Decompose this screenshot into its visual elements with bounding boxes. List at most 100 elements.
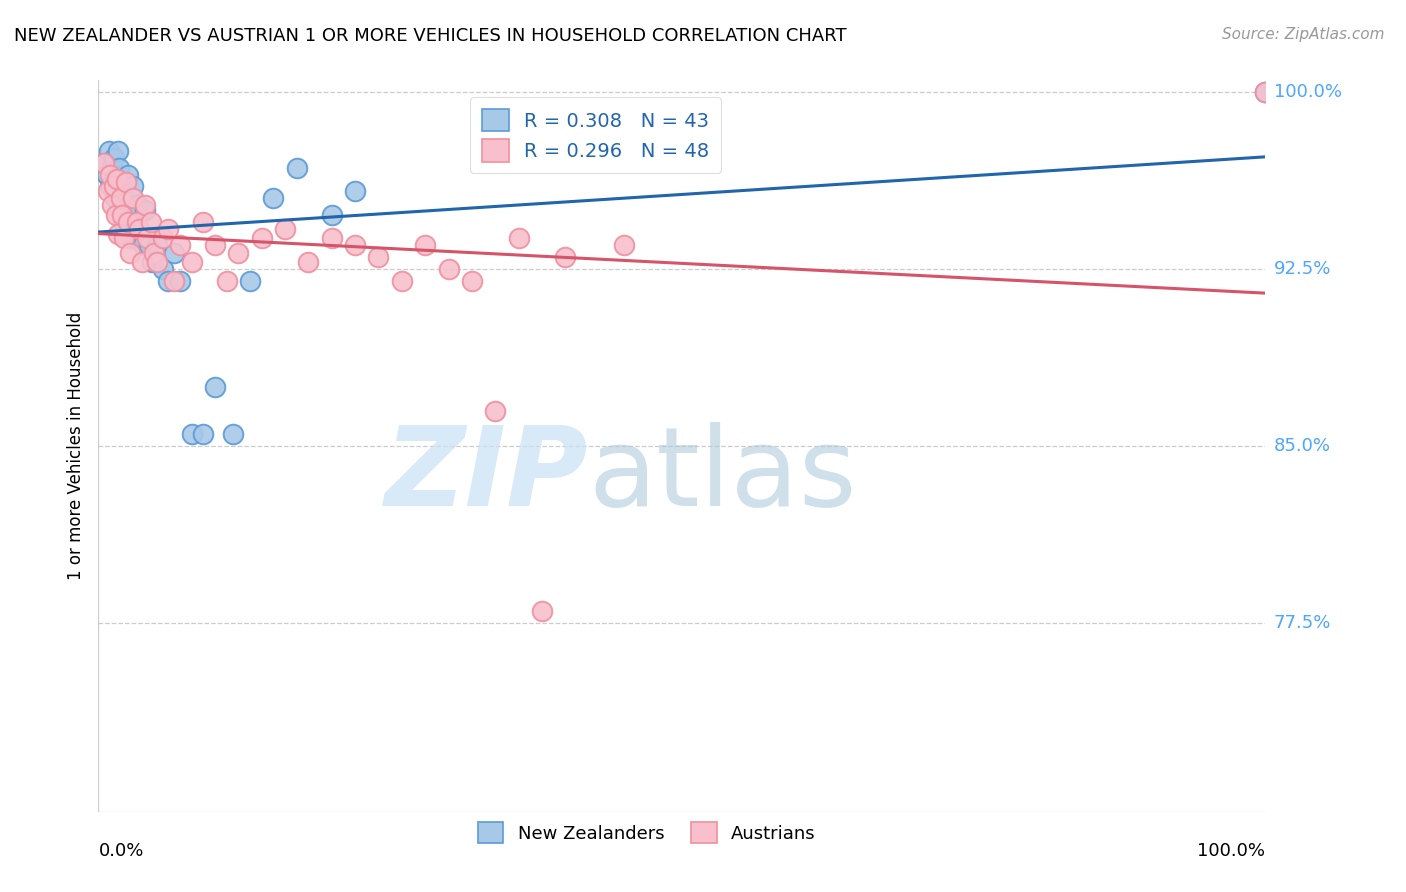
- Point: [484, 403, 506, 417]
- Point: [221, 427, 243, 442]
- Point: [413, 238, 436, 252]
- Point: [118, 198, 141, 212]
- Point: [120, 231, 142, 245]
- Point: [98, 179, 121, 194]
- Point: [105, 184, 128, 198]
- Point: [110, 202, 132, 217]
- Point: [103, 151, 125, 165]
- Point: [104, 191, 127, 205]
- Point: [97, 184, 120, 198]
- Point: [128, 222, 150, 236]
- Point: [297, 255, 319, 269]
- Text: NEW ZEALANDER VS AUSTRIAN 1 OR MORE VEHICLES IN HOUSEHOLD CORRELATION CHART: NEW ZEALANDER VS AUSTRIAN 1 OR MORE VEHI…: [14, 27, 846, 45]
- Text: 92.5%: 92.5%: [1274, 260, 1331, 278]
- Point: [461, 274, 484, 288]
- Y-axis label: 1 or more Vehicles in Household: 1 or more Vehicles in Household: [66, 312, 84, 580]
- Point: [391, 274, 413, 288]
- Point: [132, 238, 155, 252]
- Point: [105, 172, 128, 186]
- Point: [125, 215, 148, 229]
- Point: [239, 274, 262, 288]
- Text: 100.0%: 100.0%: [1198, 842, 1265, 860]
- Point: [101, 198, 124, 212]
- Point: [111, 208, 134, 222]
- Point: [152, 231, 174, 245]
- Point: [193, 215, 215, 229]
- Text: 0.0%: 0.0%: [98, 842, 143, 860]
- Point: [152, 262, 174, 277]
- Point: [180, 427, 202, 442]
- Point: [97, 144, 120, 158]
- Point: [117, 215, 139, 229]
- Point: [118, 215, 141, 229]
- Point: [321, 231, 343, 245]
- Point: [321, 208, 343, 222]
- Text: 100.0%: 100.0%: [1274, 83, 1341, 101]
- Point: [285, 161, 308, 175]
- Point: [169, 238, 191, 252]
- Point: [141, 255, 163, 269]
- Point: [169, 274, 191, 288]
- Point: [530, 604, 553, 618]
- Point: [146, 255, 169, 269]
- Point: [122, 179, 145, 194]
- Point: [344, 238, 367, 252]
- Point: [136, 231, 159, 245]
- Point: [146, 238, 169, 252]
- Point: [107, 227, 129, 241]
- Point: [139, 215, 162, 229]
- Text: 85.0%: 85.0%: [1274, 437, 1330, 455]
- Point: [613, 238, 636, 252]
- Point: [250, 231, 273, 245]
- Point: [98, 168, 121, 182]
- Point: [437, 262, 460, 277]
- Point: [367, 250, 389, 264]
- Point: [204, 238, 226, 252]
- Point: [112, 184, 135, 198]
- Text: atlas: atlas: [589, 422, 858, 529]
- Point: [125, 208, 148, 222]
- Point: [1254, 85, 1277, 99]
- Point: [110, 191, 132, 205]
- Point: [129, 227, 152, 241]
- Point: [112, 231, 135, 245]
- Point: [143, 245, 166, 260]
- Point: [163, 274, 186, 288]
- Point: [344, 184, 367, 198]
- Point: [93, 156, 115, 170]
- Point: [117, 168, 139, 182]
- Point: [111, 215, 134, 229]
- Point: [1254, 85, 1277, 99]
- Point: [104, 172, 127, 186]
- Text: Source: ZipAtlas.com: Source: ZipAtlas.com: [1222, 27, 1385, 42]
- Point: [262, 191, 284, 205]
- Point: [122, 191, 145, 205]
- Point: [554, 250, 576, 264]
- Point: [104, 208, 127, 222]
- Point: [508, 231, 530, 245]
- Point: [107, 144, 129, 158]
- Point: [228, 245, 250, 260]
- Point: [193, 427, 215, 442]
- Point: [96, 168, 118, 182]
- Point: [138, 238, 160, 252]
- Point: [274, 222, 297, 236]
- Point: [134, 198, 156, 212]
- Point: [131, 255, 153, 269]
- Point: [103, 179, 125, 194]
- Point: [215, 274, 238, 288]
- Point: [134, 202, 156, 217]
- Text: ZIP: ZIP: [385, 422, 589, 529]
- Point: [157, 274, 180, 288]
- Point: [101, 161, 124, 175]
- Text: 77.5%: 77.5%: [1274, 614, 1331, 632]
- Point: [111, 179, 134, 194]
- Point: [118, 245, 141, 260]
- Point: [115, 175, 138, 189]
- Point: [157, 222, 180, 236]
- Point: [114, 227, 136, 241]
- Legend: New Zealanders, Austrians: New Zealanders, Austrians: [471, 815, 823, 850]
- Point: [163, 245, 186, 260]
- Point: [127, 198, 149, 212]
- Point: [204, 380, 226, 394]
